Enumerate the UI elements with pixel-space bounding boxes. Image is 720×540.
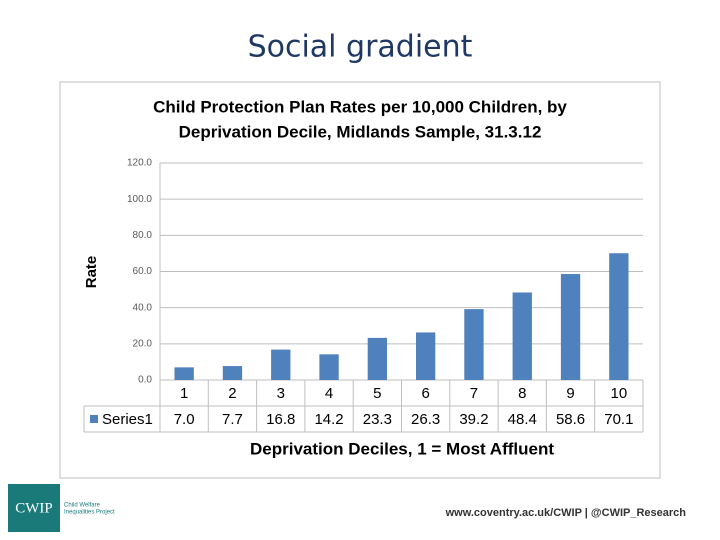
y-tick-label: 40.0 <box>133 302 153 313</box>
value-label: 70.1 <box>604 411 633 428</box>
value-label: 16.8 <box>266 411 295 428</box>
bar <box>464 309 484 380</box>
slide-title: Social gradient <box>248 30 473 65</box>
logo-box <box>8 484 60 532</box>
value-label: 23.3 <box>363 411 392 428</box>
bar <box>512 292 532 380</box>
bar <box>174 367 194 380</box>
bar <box>560 274 581 380</box>
x-tick-label: 2 <box>228 385 236 402</box>
value-label: 39.2 <box>459 411 488 428</box>
x-tick-label: 8 <box>518 385 526 402</box>
logo-caption: Child Welfare <box>64 503 101 509</box>
bar <box>319 354 339 380</box>
chart-title: Deprivation Decile, Midlands Sample, 31.… <box>179 122 542 141</box>
value-label: 14.2 <box>314 411 343 428</box>
legend-label: Series1 <box>102 411 153 428</box>
logo: CWIP <box>15 500 53 516</box>
x-tick-label: 3 <box>277 385 285 402</box>
chart-title: Child Protection Plan Rates per 10,000 C… <box>153 97 567 116</box>
value-label: 7.0 <box>174 411 195 428</box>
y-tick-label: 20.0 <box>133 338 153 349</box>
y-tick-label: 60.0 <box>133 266 153 277</box>
footer-link: www.coventry.ac.uk/CWIP | @CWIP_Research <box>445 507 687 519</box>
x-tick-label: 7 <box>470 385 478 402</box>
x-tick-label: 9 <box>566 385 574 402</box>
y-tick-label: 120.0 <box>127 158 152 169</box>
value-label: 58.6 <box>556 411 585 428</box>
legend-swatch <box>90 415 98 423</box>
x-tick-label: 4 <box>325 385 333 402</box>
y-tick-label: 80.0 <box>133 230 153 241</box>
x-tick-label: 1 <box>180 385 188 402</box>
bar <box>609 253 629 380</box>
y-tick-label: 0.0 <box>138 375 152 386</box>
value-label: 48.4 <box>508 411 537 428</box>
y-axis-label: Rate <box>83 256 100 289</box>
bar <box>222 366 243 380</box>
x-tick-label: 5 <box>373 385 381 402</box>
bar <box>367 337 388 380</box>
x-axis-label: Deprivation Deciles, 1 = Most Affluent <box>250 439 554 458</box>
bar <box>415 332 436 380</box>
logo-caption: Inequalities Project <box>64 510 115 516</box>
y-tick-label: 100.0 <box>127 194 152 205</box>
value-label: 7.7 <box>222 411 243 428</box>
value-label: 26.3 <box>411 411 440 428</box>
x-tick-label: 6 <box>421 385 429 402</box>
x-tick-label: 10 <box>611 385 628 402</box>
bar <box>271 349 291 380</box>
